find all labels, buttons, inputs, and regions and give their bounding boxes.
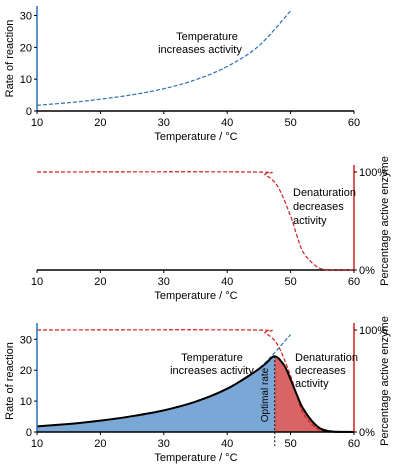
combined-rate-curve bbox=[36, 355, 355, 433]
x-tick-label: 40 bbox=[221, 438, 233, 450]
annotation-optimal-rate: Optimal rate bbox=[260, 367, 271, 422]
x-tick-label: 10 bbox=[31, 117, 43, 129]
y-right-tick-label: 0% bbox=[359, 265, 375, 277]
y-right-tick-label: 100% bbox=[359, 167, 387, 179]
annotation-increases-activity: increases activity bbox=[158, 44, 242, 56]
x-tick-label: 30 bbox=[158, 117, 170, 129]
y-right-axis-label: Percentage active enzyme bbox=[379, 156, 391, 286]
x-tick-label: 20 bbox=[94, 438, 106, 450]
y-right-tick-label: 0% bbox=[359, 427, 375, 439]
x-axis-label: Temperature / °C bbox=[154, 290, 237, 302]
x-tick-label: 60 bbox=[348, 117, 360, 129]
annotation-denaturation: Denaturation bbox=[295, 352, 358, 364]
x-tick-label: 50 bbox=[284, 117, 296, 129]
x-tick-label: 20 bbox=[94, 117, 106, 129]
x-axis-label: Temperature / °C bbox=[154, 452, 237, 464]
x-tick-label: 50 bbox=[284, 276, 296, 288]
rate-curve-dashed bbox=[36, 10, 292, 106]
x-tick-label: 30 bbox=[158, 276, 170, 288]
annotation-temperature: Temperature bbox=[176, 31, 238, 43]
y-right-tick-label: 100% bbox=[359, 325, 387, 337]
annotation-decreases: decreases bbox=[293, 201, 344, 213]
annotation-decreases: decreases bbox=[295, 365, 346, 377]
y-right-axis-label: Percentage active enzyme bbox=[379, 316, 391, 446]
x-tick-label: 50 bbox=[284, 438, 296, 450]
annotation-activity: activity bbox=[293, 215, 327, 227]
y-axis-label: Rate of reaction bbox=[4, 342, 16, 420]
active-enzyme-curve-dashed bbox=[36, 329, 355, 433]
x-tick-label: 20 bbox=[94, 276, 106, 288]
denaturation-area bbox=[274, 356, 354, 432]
x-axis-label: Temperature / °C bbox=[154, 131, 237, 143]
y-tick-label: 10 bbox=[20, 396, 32, 408]
x-tick-label: 40 bbox=[221, 117, 233, 129]
annotation-increases-activity: increases activity bbox=[170, 365, 254, 377]
y-tick-label: 0 bbox=[26, 106, 32, 118]
x-tick-label: 60 bbox=[348, 276, 360, 288]
rising-rate-area bbox=[37, 356, 275, 432]
x-tick-label: 40 bbox=[221, 276, 233, 288]
annotation-temperature: Temperature bbox=[181, 352, 243, 364]
y-tick-label: 30 bbox=[20, 11, 32, 23]
x-tick-label: 10 bbox=[31, 438, 43, 450]
x-tick-label: 10 bbox=[31, 276, 43, 288]
y-tick-label: 0 bbox=[26, 427, 32, 439]
annotation-denaturation: Denaturation bbox=[293, 187, 356, 199]
annotation-activity: activity bbox=[295, 378, 329, 390]
y-tick-label: 20 bbox=[20, 42, 32, 54]
x-tick-label: 60 bbox=[348, 438, 360, 450]
y-tick-label: 10 bbox=[20, 74, 32, 86]
y-tick-label: 30 bbox=[20, 334, 32, 346]
y-axis-label: Rate of reaction bbox=[4, 20, 16, 98]
y-tick-label: 20 bbox=[20, 365, 32, 377]
active-enzyme-curve-dashed bbox=[36, 171, 355, 271]
x-tick-label: 30 bbox=[158, 438, 170, 450]
